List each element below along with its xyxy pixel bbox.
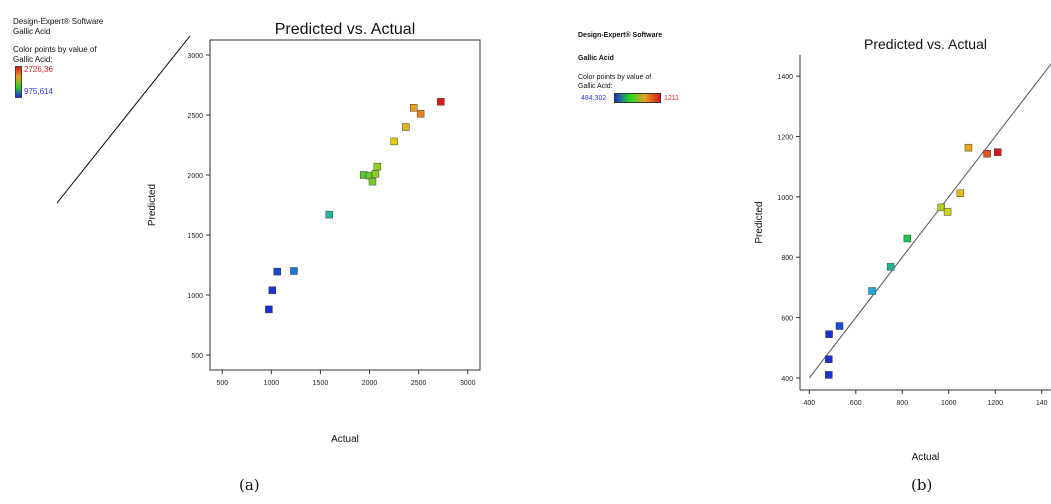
caption-b: (b): [911, 476, 933, 494]
x-axis-label: Actual: [331, 434, 359, 445]
legend-b-factor: Gallic Acid: [578, 55, 614, 62]
x-tick-label: 1500: [313, 380, 329, 387]
data-point: [265, 305, 273, 314]
data-point: [994, 148, 1002, 156]
data-point: [410, 104, 418, 112]
x-tick-label: 400: [803, 400, 815, 407]
x-tick-label: 800: [896, 400, 908, 407]
data-point: [390, 137, 398, 146]
x-tick-label: 600: [850, 400, 862, 407]
y-tick-label: 1000: [187, 293, 203, 300]
data-point: [268, 286, 277, 294]
data-point: [437, 98, 445, 106]
legend-b-max-label: 1211: [664, 95, 680, 102]
data-point: [402, 123, 410, 131]
y-tick-label: 2000: [187, 173, 203, 180]
data-point: [886, 263, 895, 271]
legend-a-color-note-1: Color points by value of: [13, 45, 97, 54]
data-point: [903, 234, 912, 243]
data-point: [825, 330, 833, 338]
x-tick-label: 2500: [411, 380, 427, 387]
legend-a-color-note-2: Gallic Acid:: [13, 55, 53, 64]
chart-a: Predicted vs. Actual 500 1000 1500 2000 2500 3…: [147, 21, 481, 445]
legend-b-color-note-2: Gallic Acid:: [578, 83, 613, 90]
stray-diagonal-line: [56, 35, 191, 204]
data-point: [368, 177, 377, 186]
y-tick-label: 400: [781, 376, 793, 383]
y-axis-label: Predicted: [754, 201, 765, 243]
y-tick-label: 800: [781, 255, 793, 262]
legend-b: Design-Expert® Software Gallic Acid Colo…: [578, 31, 679, 107]
data-point: [416, 110, 425, 118]
data-point: [290, 267, 298, 275]
data-point: [983, 149, 991, 158]
fit-line: [808, 63, 1051, 379]
legend-b-colorbar: [614, 93, 661, 103]
x-tick-label: 1000: [264, 380, 280, 387]
chart-title: Predicted vs. Actual: [864, 36, 987, 52]
x-tick-label: 2000: [362, 380, 378, 387]
data-point: [825, 355, 833, 363]
data-point: [956, 189, 965, 197]
y-tick-label: 1400: [777, 74, 793, 81]
plot-frame: [209, 39, 481, 371]
legend-b-min-label: 484.302: [581, 95, 607, 102]
x-axis-label: Actual: [912, 452, 940, 463]
data-point: [325, 210, 333, 219]
x-tick-label: 1000: [941, 400, 957, 407]
data-point: [943, 208, 952, 216]
x-tick-label: 1200: [987, 400, 1003, 407]
y-tick-label: 600: [781, 316, 793, 323]
legend-a-max-label: 2726,36: [24, 65, 53, 74]
legend-a-colorbar: [15, 66, 22, 98]
y-tick-label: 3000: [187, 53, 203, 60]
chart-b: Predicted vs. Actual 400 600 800 1000 1200 140…: [754, 36, 1051, 463]
x-tick-label: 3000: [460, 380, 476, 387]
data-point: [835, 322, 844, 330]
data-point: [373, 162, 382, 171]
y-tick-label: 1000: [777, 195, 793, 202]
legend-a-software: Design-Expert® Software: [13, 17, 104, 26]
caption-a: (a): [239, 476, 260, 494]
y-tick-label: 1500: [187, 233, 203, 240]
y-tick-label: 1200: [777, 134, 793, 141]
chart-title: Predicted vs. Actual: [275, 21, 416, 38]
x-tick-label: 140: [1036, 400, 1048, 407]
data-point: [937, 203, 946, 212]
data-point: [868, 287, 876, 295]
data-point: [964, 143, 973, 152]
y-tick-label: 2500: [187, 113, 203, 120]
legend-a: Design-Expert® Software Gallic Acid Colo…: [13, 17, 103, 99]
y-tick-label: 500: [191, 353, 203, 360]
data-point: [825, 371, 833, 379]
y-axis-label: Predicted: [147, 184, 158, 226]
x-tick-label: 500: [216, 380, 228, 387]
legend-a-min-label: 975,614: [24, 87, 53, 96]
legend-b-software: Design-Expert® Software: [578, 32, 663, 39]
data-point: [371, 170, 380, 178]
legend-a-factor: Gallic Acid: [13, 27, 51, 36]
data-point: [273, 267, 281, 276]
legend-b-color-note-1: Color points by value of: [578, 74, 652, 81]
